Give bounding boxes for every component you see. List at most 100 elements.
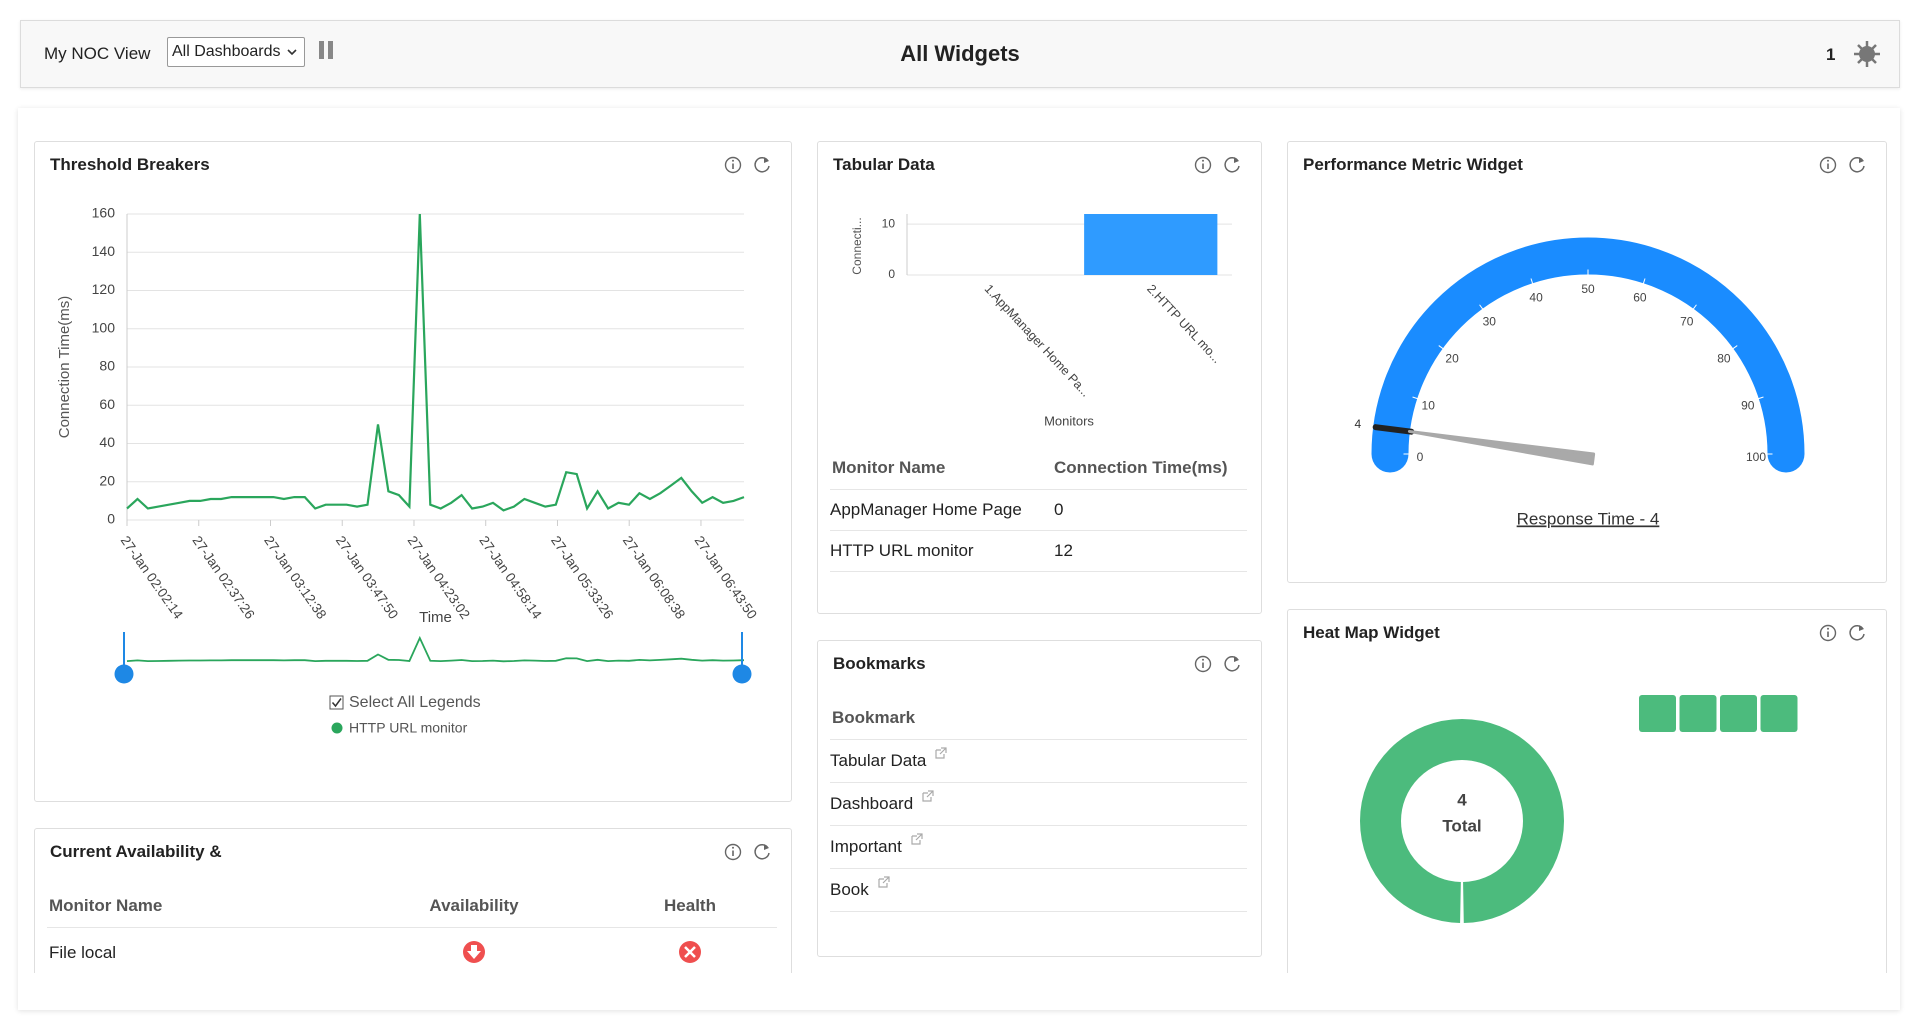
- column-header: Availability: [429, 895, 519, 915]
- x-tick-label: 27-Jan 05:33:26: [548, 533, 616, 622]
- external-link-icon: [878, 876, 890, 888]
- donut-total-label: Total: [1442, 816, 1481, 835]
- refresh-arrow: [1859, 625, 1864, 631]
- x-tick-label: 27-Jan 03:12:38: [261, 533, 329, 622]
- bookmark-row: Dashboard: [830, 783, 1247, 826]
- bookmark-row: Important: [830, 826, 1247, 869]
- down-arrow: [467, 945, 481, 959]
- info-dot: [1827, 159, 1829, 162]
- view-label: My NOC View: [44, 44, 151, 63]
- info-ring: [724, 156, 742, 174]
- legend-label[interactable]: HTTP URL monitor: [349, 720, 468, 736]
- info-dot: [1827, 627, 1829, 630]
- icon-shape: [878, 876, 890, 888]
- table-row: File local: [47, 928, 777, 973]
- list-header: Bookmark: [830, 696, 1247, 740]
- status-icons: [463, 941, 701, 963]
- gauge-value-label: 4: [1354, 417, 1361, 431]
- x-tick-label: 27-Jan 02:02:14: [118, 533, 187, 622]
- widget-tools: [724, 843, 770, 861]
- value-marker: [1372, 424, 1415, 435]
- table-header: Monitor Name Availability Health: [47, 884, 777, 928]
- info-ring: [1819, 156, 1837, 174]
- bookmark-link[interactable]: Dashboard: [830, 794, 914, 813]
- info-icon[interactable]: [1194, 156, 1212, 174]
- alarm-icon[interactable]: [1852, 39, 1882, 69]
- refresh-icon[interactable]: [754, 844, 770, 860]
- heat-cell[interactable]: [1760, 695, 1798, 732]
- pause-button[interactable]: [318, 39, 336, 63]
- y-tick-label: 0: [107, 511, 115, 527]
- y-tick-label: 140: [92, 243, 116, 259]
- refresh-icon[interactable]: [1849, 157, 1865, 173]
- widget-tools: [1819, 156, 1865, 174]
- heat-cell[interactable]: [1720, 695, 1757, 732]
- gauge-tick-label: 90: [1741, 398, 1755, 412]
- legend-marker: [331, 722, 343, 734]
- gauge-tick-label: 30: [1483, 314, 1497, 328]
- gauge-tick-label: 70: [1680, 314, 1694, 328]
- x-axis-label: Monitors: [1044, 413, 1094, 428]
- alarm-count[interactable]: 1: [1826, 45, 1836, 64]
- widget-tools: [724, 156, 770, 174]
- refresh-icon[interactable]: [754, 157, 770, 173]
- heat-cell[interactable]: [1639, 695, 1676, 732]
- x-tick-label: 2.HTTP URL mo...: [1144, 282, 1224, 366]
- navigator-knob[interactable]: [114, 664, 134, 684]
- table-cell: 0: [1054, 500, 1064, 519]
- donut-segment: [1360, 719, 1564, 923]
- widget-canvas: 0 20 40 60 80 100 120 140 160 Connection Time(ms)…: [56, 205, 760, 736]
- x-axis-label: Time: [419, 609, 452, 626]
- widget-title: Tabular Data: [833, 155, 935, 174]
- y-tick-label: 10: [882, 216, 896, 230]
- refresh-icon[interactable]: [1849, 625, 1865, 641]
- info-icon[interactable]: [1194, 655, 1212, 673]
- external-link-icon: [935, 747, 947, 759]
- navigator-knob[interactable]: [732, 664, 752, 684]
- table-row: HTTP URL monitor 12: [830, 531, 1247, 572]
- table-cell: AppManager Home Page: [830, 500, 1022, 519]
- refresh-icon[interactable]: [1224, 157, 1240, 173]
- column-header: Monitor Name: [49, 895, 163, 915]
- gauge-tick-label: 80: [1717, 351, 1731, 365]
- widget-title: Bookmarks: [833, 654, 926, 673]
- heat-cell[interactable]: [1679, 695, 1717, 732]
- column-header: Bookmark: [832, 707, 916, 727]
- bar: [1084, 214, 1218, 275]
- widget-tools: [1819, 624, 1865, 642]
- cross: [684, 946, 696, 958]
- bookmark-link[interactable]: Important: [830, 837, 902, 856]
- gauge-tick: [1438, 345, 1444, 350]
- widget: Current Availability & Monitor Name Availa…: [34, 828, 792, 973]
- table-cell: HTTP URL monitor: [830, 541, 974, 560]
- info-icon[interactable]: [1819, 624, 1837, 642]
- external-link-icon: [922, 790, 934, 802]
- bookmark-link[interactable]: Tabular Data: [830, 751, 927, 770]
- column-header: Connection Time(ms): [1054, 458, 1228, 477]
- legend-checkbox[interactable]: [329, 695, 344, 710]
- widget-tools: [1194, 156, 1240, 174]
- y-tick-label: 120: [92, 281, 116, 297]
- column-header: Monitor Name: [832, 458, 946, 477]
- info-icon[interactable]: [1819, 156, 1837, 174]
- y-tick-label: 160: [92, 205, 116, 221]
- bookmark-link[interactable]: Book: [830, 880, 869, 899]
- refresh-icon[interactable]: [1224, 656, 1240, 672]
- dashboard: Threshold Breakers 0 20 40 60 80 100 120 140 160 C…: [18, 108, 1900, 1010]
- y-tick-label: 80: [99, 358, 115, 374]
- donut-total: 4: [1457, 790, 1467, 809]
- widget: Performance Metric Widget 0 10 20 30 40 50 60 70…: [1287, 141, 1887, 583]
- info-icon[interactable]: [724, 156, 742, 174]
- gauge-caption[interactable]: Response Time - 4: [1517, 509, 1660, 528]
- x-tick-label: 27-Jan 06:08:38: [620, 533, 688, 622]
- gauge-needle: [1407, 429, 1596, 466]
- info-icon[interactable]: [724, 843, 742, 861]
- refresh-arrow: [764, 844, 769, 850]
- gauge-tick-label: 0: [1417, 450, 1424, 464]
- gauge-tick: [1732, 345, 1738, 350]
- gauge-tick: [1642, 278, 1646, 285]
- info-ring: [724, 843, 742, 861]
- dashboard-select[interactable]: All Dashboards: [167, 37, 305, 67]
- legend-toggle[interactable]: Select All Legends: [349, 694, 481, 711]
